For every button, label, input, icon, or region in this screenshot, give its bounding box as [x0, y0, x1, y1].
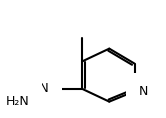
Text: N: N [138, 85, 148, 98]
Text: HN: HN [31, 82, 50, 95]
Text: H₂N: H₂N [6, 95, 29, 108]
